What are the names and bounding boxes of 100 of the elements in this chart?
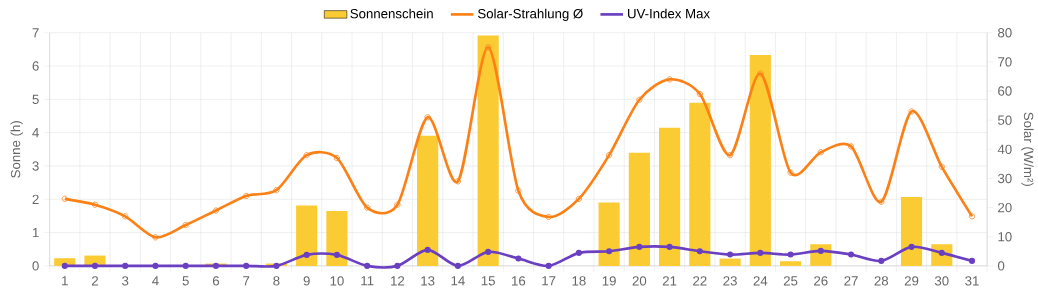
y2-axis-title: Solar (W/m²) xyxy=(1021,112,1034,187)
point xyxy=(787,251,794,258)
legend-label: UV-Index Max xyxy=(628,8,710,19)
point xyxy=(606,248,613,255)
x-tick-label: 7 xyxy=(243,276,250,286)
point xyxy=(243,263,250,270)
bar xyxy=(477,35,499,267)
point xyxy=(91,263,99,270)
point xyxy=(152,263,159,270)
point xyxy=(666,76,673,83)
point xyxy=(243,193,250,200)
y2-tick-label: 50 xyxy=(998,115,1012,126)
bar xyxy=(779,261,802,267)
x-tick-label: 24 xyxy=(753,276,768,286)
point xyxy=(364,263,371,270)
y2-tick-label: 70 xyxy=(998,57,1012,67)
y-tick-label: 0 xyxy=(32,261,39,271)
point xyxy=(454,263,461,270)
point xyxy=(757,250,764,257)
point xyxy=(757,70,764,77)
point xyxy=(636,244,643,251)
bar xyxy=(598,202,620,267)
point xyxy=(666,244,673,251)
x-tick-label: 5 xyxy=(182,276,189,286)
point xyxy=(394,201,401,208)
y2-tick-label: 40 xyxy=(997,144,1012,155)
bar xyxy=(689,102,711,267)
bar xyxy=(900,197,923,267)
point xyxy=(696,91,703,98)
point xyxy=(182,263,189,270)
y-tick-label: 4 xyxy=(32,128,39,138)
point xyxy=(787,169,794,176)
point xyxy=(848,143,855,150)
bar xyxy=(749,55,771,267)
point xyxy=(848,251,855,258)
x-tick-label: 23 xyxy=(723,276,737,286)
point xyxy=(545,263,552,270)
y-tick-label: 2 xyxy=(32,194,39,205)
point xyxy=(485,249,492,256)
point xyxy=(727,152,734,159)
y2-tick-label: 20 xyxy=(998,203,1012,213)
point xyxy=(424,247,431,254)
point xyxy=(968,213,976,220)
point xyxy=(152,234,159,241)
x-tick-label: 3 xyxy=(122,276,129,286)
point xyxy=(485,44,492,51)
point xyxy=(606,152,613,159)
bar xyxy=(326,211,348,267)
x-tick-label: 28 xyxy=(874,276,889,286)
x-tick-label: 15 xyxy=(481,276,495,286)
y-tick-label: 3 xyxy=(32,161,39,171)
point xyxy=(878,258,885,265)
x-tick-label: 30 xyxy=(934,276,949,286)
x-tick-label: 31 xyxy=(965,276,979,286)
point xyxy=(636,96,643,103)
bar xyxy=(296,205,318,267)
point xyxy=(878,198,885,205)
y-axis-title: Sonne (h) xyxy=(10,121,23,178)
x-tick-label: 11 xyxy=(361,276,374,286)
point xyxy=(182,222,189,229)
y-tick-label: 5 xyxy=(32,94,39,105)
point xyxy=(212,207,219,214)
point xyxy=(61,196,68,203)
x-tick-label: 4 xyxy=(152,276,159,286)
point xyxy=(364,204,371,211)
x-tick-label: 2 xyxy=(91,276,99,286)
x-tick-label: 14 xyxy=(451,276,465,286)
x-tick-label: 22 xyxy=(693,276,707,286)
y2-tick-label: 60 xyxy=(998,86,1012,96)
y2-tick-label: 0 xyxy=(997,261,1005,271)
x-tick-label: 16 xyxy=(512,276,526,286)
x-tick-label: 17 xyxy=(542,276,556,286)
point xyxy=(212,263,220,270)
x-tick-label: 27 xyxy=(844,276,858,286)
bar xyxy=(659,127,681,267)
point xyxy=(122,213,129,220)
point xyxy=(122,263,129,270)
x-tick-label: 18 xyxy=(572,276,586,286)
point xyxy=(575,196,582,203)
x-tick-label: 12 xyxy=(391,276,405,286)
y-tick-label: 7 xyxy=(32,28,39,38)
x-tick-label: 19 xyxy=(602,276,616,286)
point xyxy=(394,263,401,270)
point xyxy=(908,244,915,251)
x-tick-label: 6 xyxy=(212,276,220,286)
bar xyxy=(719,258,741,267)
y-tick-label: 6 xyxy=(32,61,39,71)
point xyxy=(424,114,431,121)
point xyxy=(61,263,68,270)
point xyxy=(91,201,99,208)
point xyxy=(545,214,552,221)
x-tick-label: 1 xyxy=(62,276,68,286)
x-tick-label: 26 xyxy=(814,276,828,286)
point xyxy=(273,263,280,270)
point xyxy=(938,163,945,171)
point xyxy=(575,250,582,257)
point xyxy=(333,252,340,259)
legend-label: Solar-Strahlung Ø xyxy=(477,8,583,22)
point xyxy=(273,187,280,194)
x-tick-label: 8 xyxy=(273,276,280,286)
